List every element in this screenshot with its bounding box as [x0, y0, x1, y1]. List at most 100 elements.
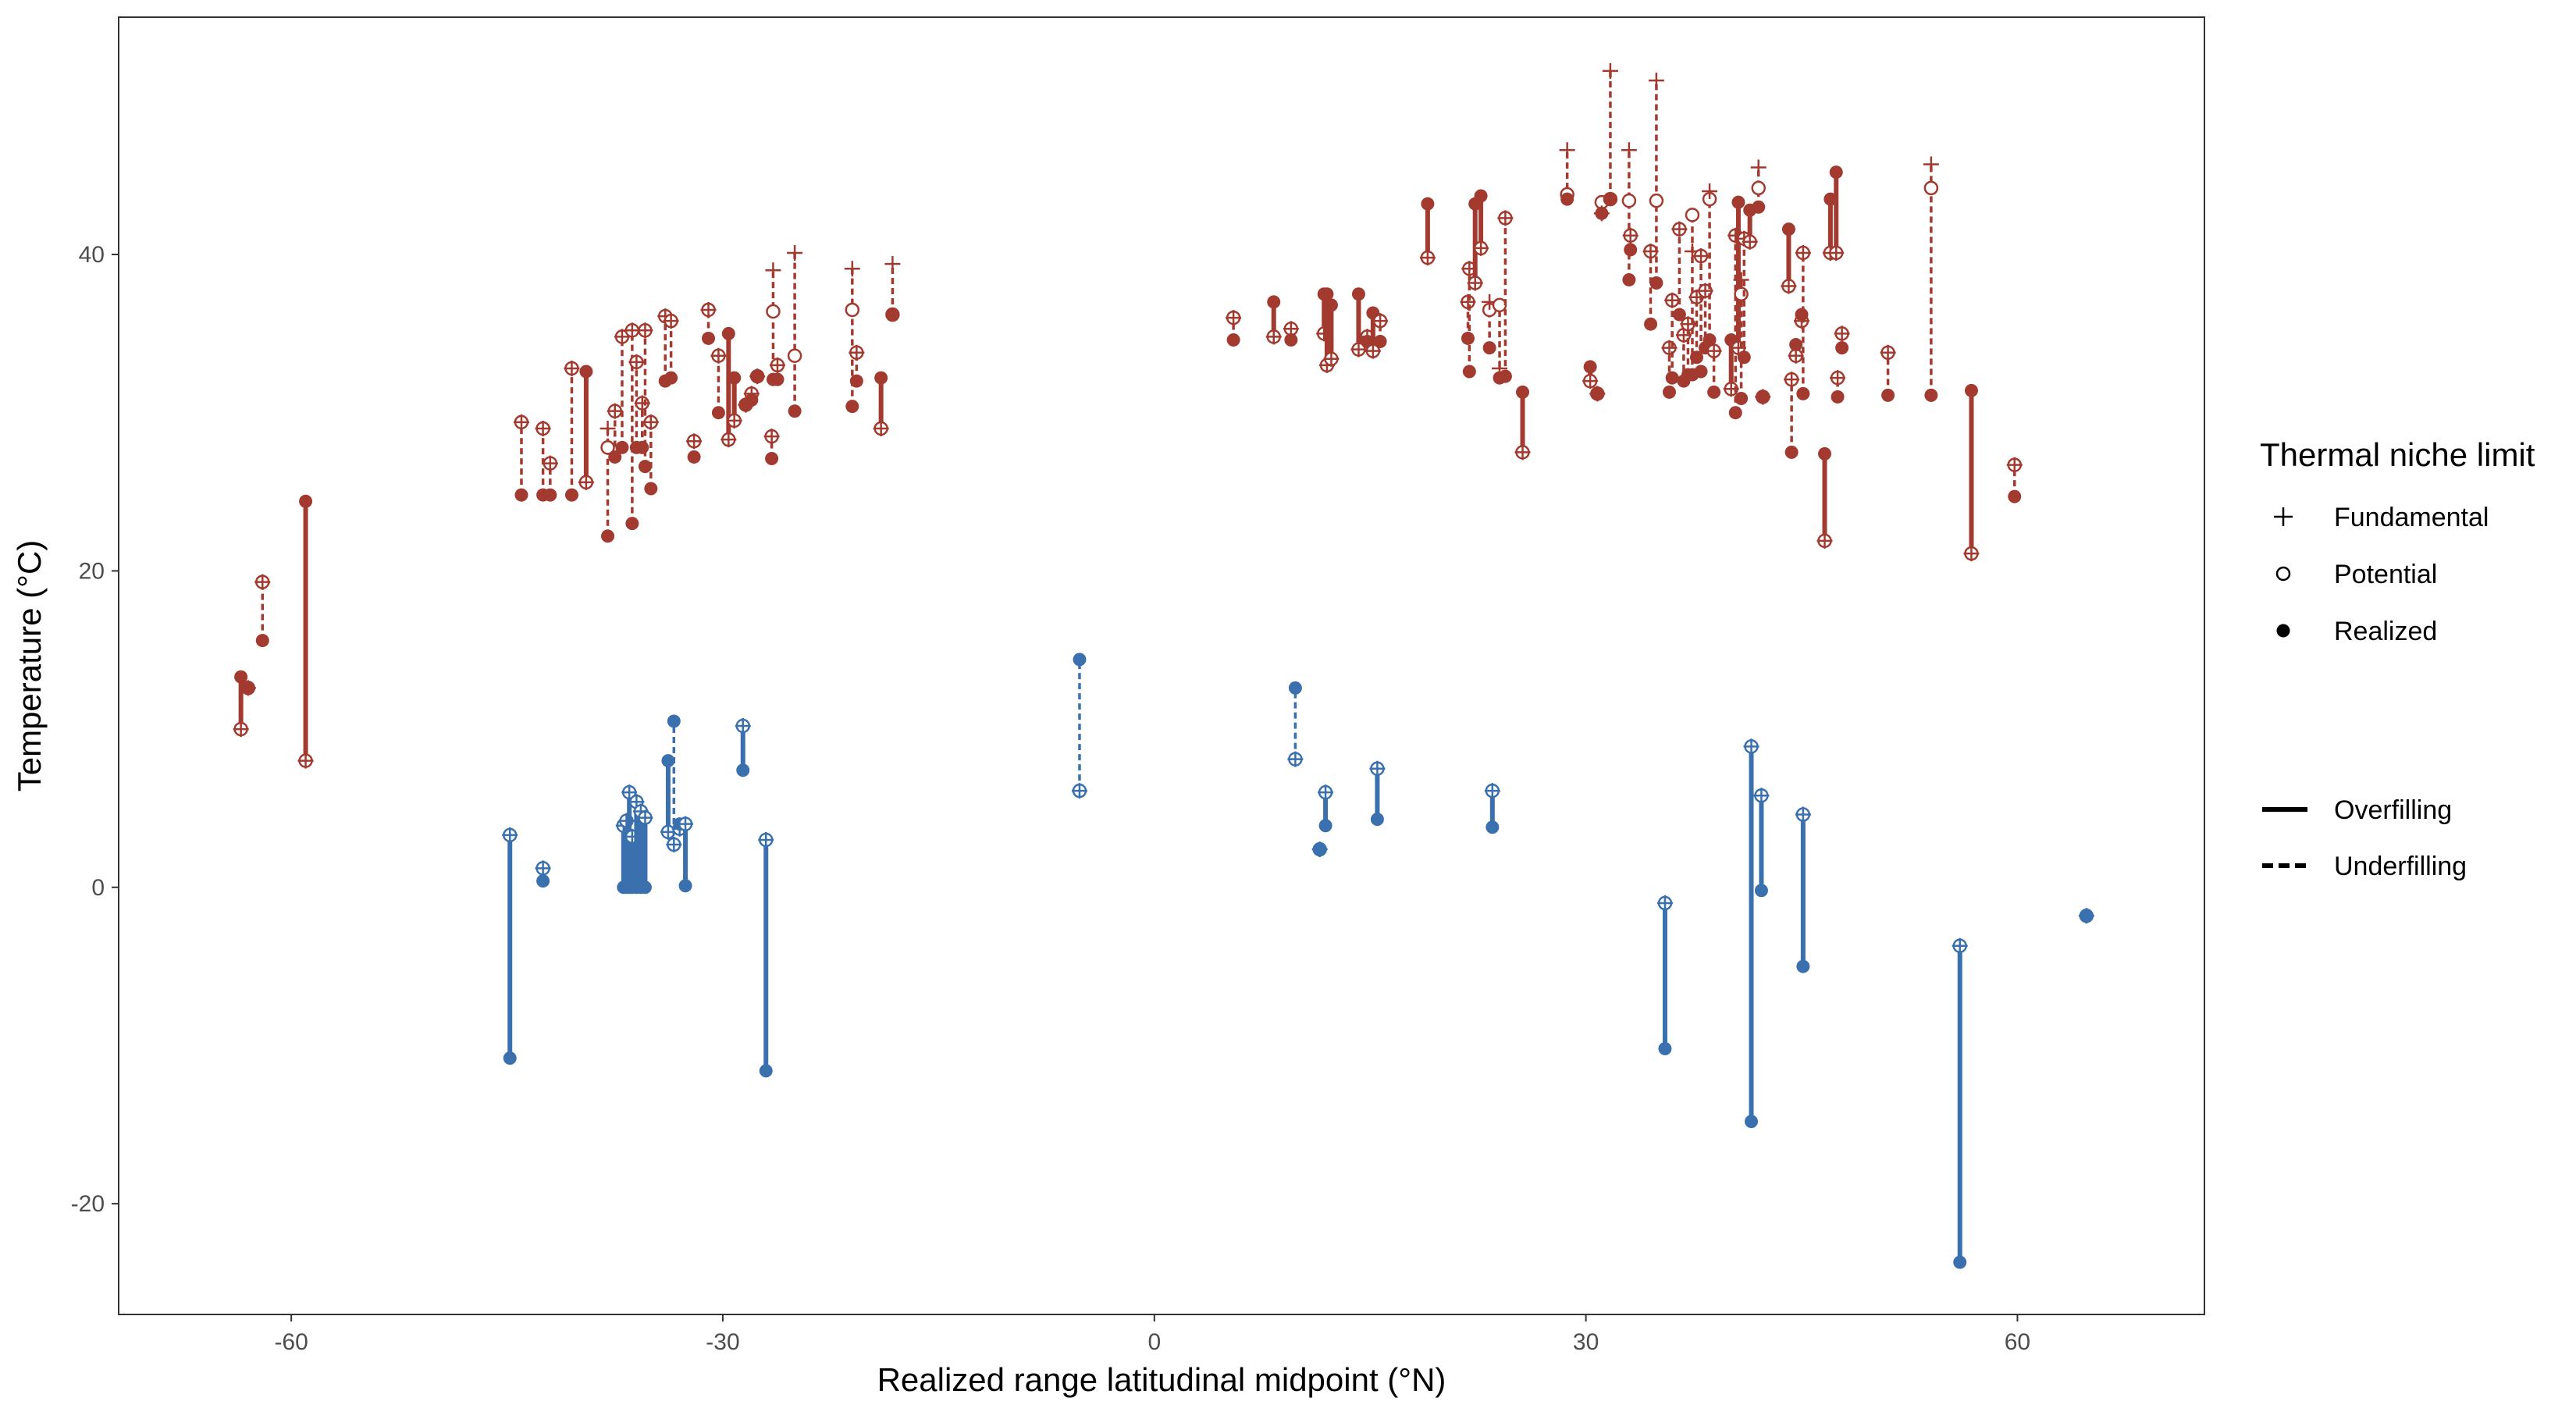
record-108: [678, 816, 694, 893]
record-9: [600, 420, 616, 543]
realized-point: [1795, 308, 1809, 322]
realized-point: [1796, 386, 1810, 400]
realized-point: [1649, 276, 1663, 290]
record-83: [1784, 372, 1800, 459]
fundamental-point: [1742, 233, 1758, 250]
fundamental-point: [1484, 783, 1500, 799]
x-tick-label: -30: [706, 1329, 739, 1355]
fundamental-point: [1226, 310, 1242, 326]
legend: Thermal niche limit Fundamental Potentia…: [2260, 436, 2535, 881]
realized-point: [1818, 446, 1832, 461]
record-55: [1582, 360, 1599, 389]
realized-point: [1267, 295, 1281, 309]
record-35: [1226, 310, 1242, 347]
realized-point: [687, 450, 701, 464]
realized-point: [1796, 959, 1810, 973]
record-80: [1750, 159, 1767, 214]
fundamental-point: [1323, 350, 1340, 367]
record-109: [735, 718, 751, 777]
record-59: [1621, 142, 1637, 286]
realized-point: [1835, 341, 1849, 355]
record-94: [1963, 383, 1980, 562]
potential-point: [600, 440, 615, 455]
record-45: [1419, 197, 1436, 266]
record-0: [233, 670, 249, 738]
fundamental-point: [844, 261, 860, 277]
record-32: [849, 344, 865, 388]
record-49: [1473, 189, 1489, 256]
fundamental-point: [1795, 806, 1811, 823]
fundamental-point: [1781, 278, 1797, 294]
fundamental-point: [1795, 244, 1811, 261]
realized-point: [1226, 333, 1240, 347]
realized-point: [661, 754, 675, 768]
plot-panel: [119, 17, 2204, 1314]
fundamental-point: [600, 420, 616, 436]
realized-point: [638, 460, 652, 474]
record-56: [1589, 386, 1606, 402]
realized-point: [1498, 369, 1512, 383]
record-58: [1602, 62, 1618, 207]
realized-point: [788, 404, 802, 418]
record-62: [1648, 73, 1664, 290]
fundamental-point: [726, 412, 742, 429]
record-25: [743, 386, 760, 407]
record-18: [663, 313, 679, 385]
realized-point: [1474, 189, 1488, 203]
realized-point: [1703, 333, 1717, 347]
record-113: [1311, 841, 1328, 858]
realized-point: [1603, 192, 1617, 206]
y-axis-title: Temperature (°C): [11, 540, 48, 792]
record-46: [1460, 293, 1476, 345]
record-82: [1781, 222, 1797, 294]
record-6: [542, 455, 558, 502]
realized-point: [1318, 819, 1332, 833]
fundamental-point: [1514, 444, 1531, 461]
fundamental-point: [564, 360, 580, 376]
fundamental-point: [1621, 142, 1637, 158]
plot-border: [118, 16, 2205, 1315]
record-111: [1071, 653, 1087, 799]
fundamental-point: [637, 809, 653, 826]
realized-point: [1313, 842, 1327, 856]
record-23: [726, 371, 742, 429]
realized-point: [2008, 489, 2022, 503]
record-15: [637, 322, 653, 474]
realized-point: [564, 488, 578, 502]
fundamental-point: [1287, 751, 1304, 767]
fundamental-point: [1834, 325, 1850, 342]
fundamental-point: [765, 262, 781, 279]
record-87: [1816, 446, 1833, 549]
potential-point: [845, 302, 860, 318]
realized-point: [1881, 388, 1895, 402]
potential-point: [1492, 297, 1507, 313]
legend-label-overfilling: Overfilling: [2334, 795, 2452, 825]
record-54: [1559, 142, 1575, 206]
record-40: [1323, 298, 1340, 367]
realized-point: [1324, 298, 1338, 312]
fundamental-point: [1952, 937, 1968, 954]
record-4: [513, 414, 529, 502]
realized-point: [1583, 360, 1597, 374]
realized-point: [1073, 653, 1087, 667]
x-tick-label: -60: [274, 1329, 308, 1355]
fundamental-point: [1675, 327, 1692, 343]
realized-point: [1756, 389, 1770, 404]
realized-point: [1370, 813, 1384, 827]
realized-point: [1590, 386, 1604, 400]
fundamental-point: [614, 329, 630, 345]
fundamental-point: [1963, 546, 1980, 562]
fundamental-point: [1265, 329, 1282, 345]
potential-point: [766, 304, 781, 319]
realized-point: [1288, 681, 1302, 695]
record-97: [535, 860, 551, 888]
realized-point: [1784, 445, 1799, 459]
record-116: [1484, 783, 1500, 834]
realized-point: [503, 1051, 517, 1065]
fundamental-point: [1559, 142, 1575, 158]
record-1: [240, 680, 256, 696]
realized-point: [1754, 884, 1768, 898]
fundamental-point: [1369, 760, 1386, 777]
legend-label-fundamental: Fundamental: [2334, 503, 2489, 532]
potential-point: [1621, 193, 1637, 208]
